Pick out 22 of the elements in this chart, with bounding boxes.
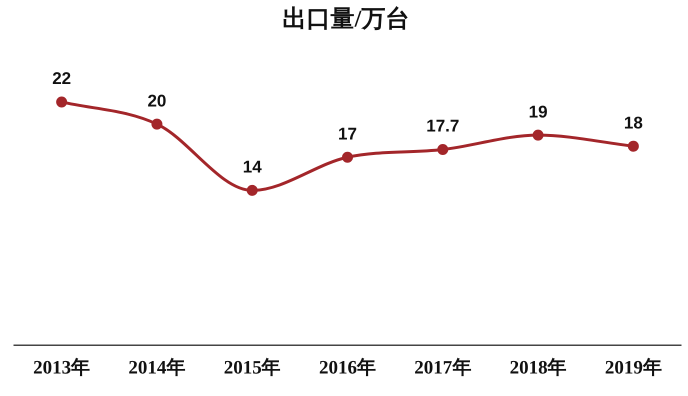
point xyxy=(151,118,162,130)
x-tick-label: 2017年 xyxy=(414,358,472,379)
point xyxy=(246,184,258,196)
data-label: 22 xyxy=(52,69,72,88)
data-label: 17 xyxy=(338,124,357,144)
x-tick-label: 2014年 xyxy=(128,358,186,379)
point xyxy=(437,144,448,156)
point xyxy=(532,130,544,141)
data-label: 14 xyxy=(242,158,262,177)
point xyxy=(56,96,68,108)
chart-title: 出口量/万台 xyxy=(282,6,410,33)
x-tick-label: 2018年 xyxy=(510,358,567,379)
point xyxy=(342,152,353,163)
point xyxy=(628,140,639,152)
data-label: 17.7 xyxy=(426,116,460,136)
x-tick-label: 2019年 xyxy=(604,358,662,379)
data-label: 20 xyxy=(147,91,166,110)
x-tick-label: 2015年 xyxy=(224,358,281,379)
data-label: 19 xyxy=(528,102,548,122)
x-tick-label: 2013年 xyxy=(33,358,90,379)
data-label: 18 xyxy=(624,113,643,132)
x-tick-label: 2016年 xyxy=(319,358,376,379)
